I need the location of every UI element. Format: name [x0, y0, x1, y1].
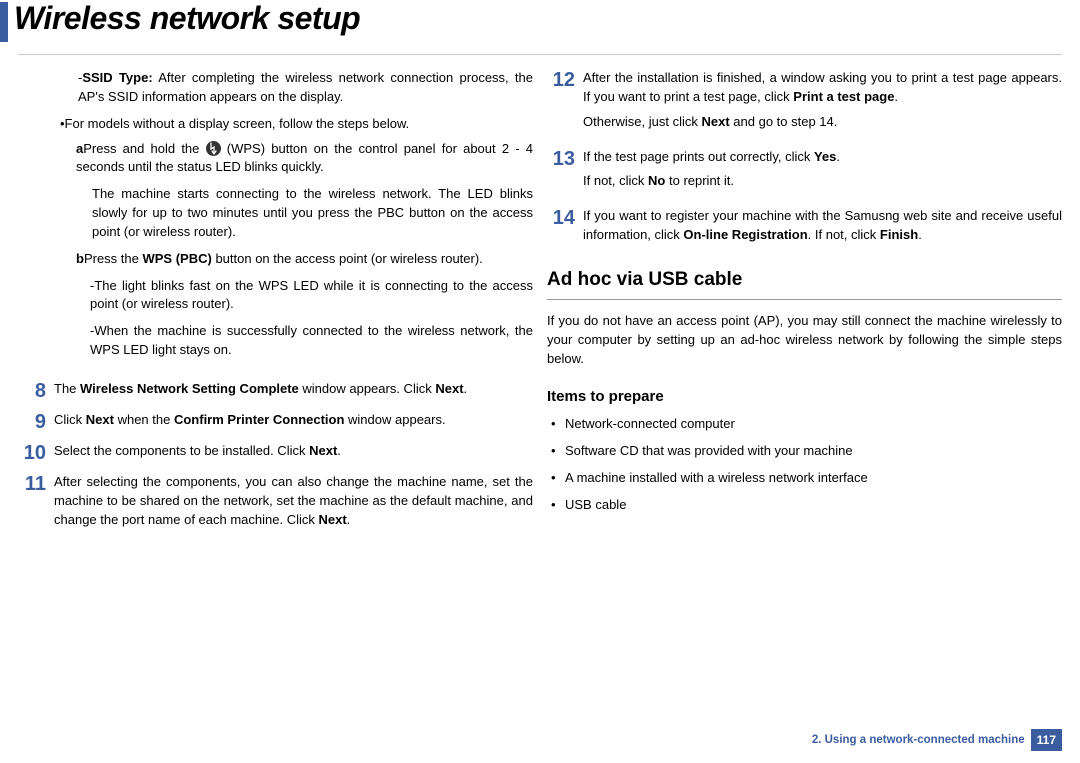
list-item: Software CD that was provided with your …	[547, 442, 1062, 461]
footer-chapter: 2. Using a network-connected machine	[812, 734, 1025, 746]
t: Next	[318, 512, 346, 527]
header-divider	[18, 54, 1062, 55]
t: No	[648, 173, 665, 188]
letter-b: b	[76, 251, 84, 266]
ssid-label: SSID Type:	[82, 70, 152, 85]
t: .	[464, 381, 468, 396]
left-column: -SSID Type: After completing the wireles…	[18, 69, 533, 540]
b-post: button on the access point (or wireless …	[212, 251, 483, 266]
t: If not, click	[583, 173, 648, 188]
t: On-line Registration	[683, 227, 807, 242]
b-dash1: -The light blinks fast on the WPS LED wh…	[90, 277, 533, 315]
adhoc-rule	[547, 299, 1062, 300]
t: .	[918, 227, 922, 242]
t: Confirm Printer Connection	[174, 412, 344, 427]
header-accent-bar	[0, 2, 8, 42]
step-10-body: Select the components to be installed. C…	[54, 442, 533, 461]
step-13-body: If the test page prints out correctly, c…	[583, 148, 1062, 198]
adhoc-heading: Ad hoc via USB cable	[547, 269, 1062, 291]
adhoc-para: If you do not have an access point (AP),…	[547, 312, 1062, 369]
step-12-body: After the installation is finished, a wi…	[583, 69, 1062, 138]
step-10: 10 Select the components to be installed…	[18, 442, 533, 463]
t: If the test page prints out correctly, c…	[583, 149, 814, 164]
t: when the	[114, 412, 174, 427]
t: Yes	[814, 149, 836, 164]
t: Otherwise, just click	[583, 114, 701, 129]
t: and go to step 14.	[730, 114, 838, 129]
ssid-line: -SSID Type: After completing the wireles…	[78, 69, 533, 107]
step-num-13: 13	[547, 148, 583, 169]
t: Next	[435, 381, 463, 396]
step-8-body: The Wireless Network Setting Complete wi…	[54, 380, 533, 399]
page-title: Wireless network setup	[14, 0, 1080, 37]
right-column: 12 After the installation is finished, a…	[547, 69, 1062, 540]
step-num-11: 11	[18, 473, 54, 494]
step-num-12: 12	[547, 69, 583, 90]
step-11-body: After selecting the components, you can …	[54, 473, 533, 530]
a-para2: The machine starts connecting to the wir…	[92, 185, 533, 242]
list-item: A machine installed with a wireless netw…	[547, 469, 1062, 488]
step-11: 11 After selecting the components, you c…	[18, 473, 533, 530]
t: Click	[54, 412, 86, 427]
t: Print a test page	[793, 89, 894, 104]
step-14: 14 If you want to register your machine …	[547, 207, 1062, 245]
page-header: Wireless network setup	[0, 0, 1080, 50]
t: The	[54, 381, 80, 396]
step-num-14: 14	[547, 207, 583, 228]
list-item: Network-connected computer	[547, 415, 1062, 434]
b-bold: WPS (PBC)	[142, 251, 211, 266]
step-12: 12 After the installation is finished, a…	[547, 69, 1062, 138]
sub-b: bPress the WPS (PBC) button on the acces…	[76, 250, 533, 269]
items-list: Network-connected computer Software CD t…	[547, 415, 1062, 514]
b-dash2: -When the machine is successfully connec…	[90, 322, 533, 360]
step-num-10: 10	[18, 442, 54, 463]
sub-a: aPress and hold the (WPS) button on the …	[76, 140, 533, 178]
t: window appears. Click	[299, 381, 436, 396]
t: .	[894, 89, 898, 104]
step-13: 13 If the test page prints out correctly…	[547, 148, 1062, 198]
t: Next	[86, 412, 114, 427]
t: to reprint it.	[665, 173, 734, 188]
a-pre: Press and hold the	[83, 141, 205, 156]
wps-icon	[206, 141, 221, 156]
step-9-body: Click Next when the Confirm Printer Conn…	[54, 411, 533, 430]
step-8: 8 The Wireless Network Setting Complete …	[18, 380, 533, 401]
step-9: 9 Click Next when the Confirm Printer Co…	[18, 411, 533, 432]
models-bullet: •For models without a display screen, fo…	[60, 115, 533, 134]
t: Next	[309, 443, 337, 458]
t: Wireless Network Setting Complete	[80, 381, 299, 396]
t: .	[347, 512, 351, 527]
t: window appears.	[344, 412, 445, 427]
t: .	[337, 443, 341, 458]
t: .	[836, 149, 840, 164]
step-num-9: 9	[18, 411, 54, 432]
content-columns: -SSID Type: After completing the wireles…	[0, 69, 1080, 540]
list-item: USB cable	[547, 496, 1062, 515]
items-heading: Items to prepare	[547, 388, 1062, 405]
footer-page-number: 117	[1031, 729, 1062, 751]
t: After selecting the components, you can …	[54, 474, 533, 527]
page-footer: 2. Using a network-connected machine 117	[812, 729, 1062, 751]
b-pre: Press the	[84, 251, 143, 266]
step-14-body: If you want to register your machine wit…	[583, 207, 1062, 245]
step-num-8: 8	[18, 380, 54, 401]
t: . If not, click	[808, 227, 880, 242]
t: Next	[701, 114, 729, 129]
t: Select the components to be installed. C…	[54, 443, 309, 458]
t: Finish	[880, 227, 918, 242]
